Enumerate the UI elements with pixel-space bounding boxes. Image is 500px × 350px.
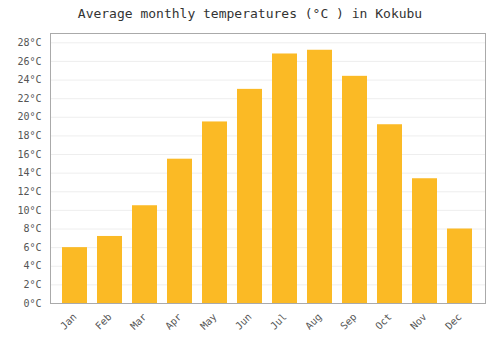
svg-text:10°C: 10°C (17, 205, 41, 216)
svg-text:16°C: 16°C (17, 149, 41, 160)
svg-text:Oct: Oct (373, 311, 394, 332)
svg-text:24°C: 24°C (17, 74, 41, 85)
html-text:Average monthly temperatures (: Average monthly temperatures (°C ) in Ko… (77, 6, 423, 21)
svg-text:Dec: Dec (443, 311, 464, 332)
svg-text:Sep: Sep (338, 311, 359, 332)
svg-text:26°C: 26°C (17, 56, 41, 67)
svg-text:Aug: Aug (303, 311, 324, 332)
svg-text:Apr: Apr (163, 311, 184, 332)
svg-text:12°C: 12°C (17, 186, 41, 197)
svg-text:Feb: Feb (93, 311, 114, 332)
svg-text:18°C: 18°C (17, 130, 41, 141)
svg-text:Jun: Jun (233, 311, 254, 332)
svg-text:Jan: Jan (58, 311, 79, 332)
svg-text:Mar: Mar (128, 311, 149, 332)
svg-text:4°C: 4°C (23, 260, 41, 271)
svg-text:20°C: 20°C (17, 111, 41, 122)
svg-text:Nov: Nov (408, 311, 429, 332)
svg-text:2°C: 2°C (23, 279, 41, 290)
svg-text:22°C: 22°C (17, 93, 41, 104)
svg-text:0°C: 0°C (23, 298, 41, 309)
svg-text:6°C: 6°C (23, 242, 41, 253)
svg-text:28°C: 28°C (17, 37, 41, 48)
svg-text:Jul: Jul (268, 311, 289, 332)
svg-text:May: May (198, 311, 219, 332)
svg-text:8°C: 8°C (23, 223, 41, 234)
svg-text:14°C: 14°C (17, 167, 41, 178)
